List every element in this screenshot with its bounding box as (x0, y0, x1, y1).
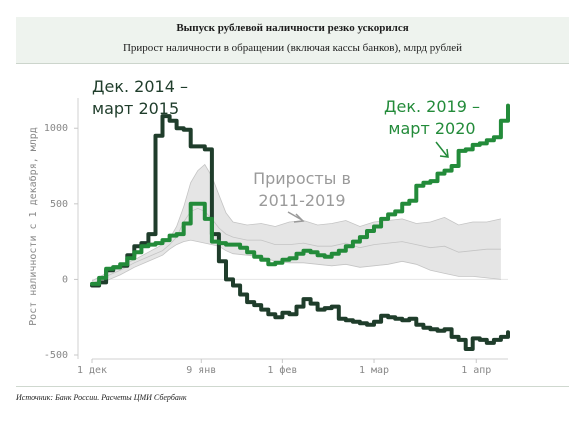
chart-header: Выпуск рублевой наличности резко ускорил… (16, 17, 569, 64)
series-line-2019-2020 (90, 103, 510, 286)
series-2019-arrow (435, 141, 448, 157)
annotation-range-line: 2011-2019 (258, 191, 345, 210)
x-tick-label: 1 апр (461, 365, 491, 376)
chart-title: Выпуск рублевой наличности резко ускорил… (176, 22, 409, 34)
x-tick-label: 9 янв (186, 365, 216, 376)
y-tick-label: 500 (50, 199, 68, 210)
footer-divider (16, 386, 569, 387)
annotation-range-line: Приросты в (253, 169, 351, 188)
range-band-line (91, 207, 501, 285)
x-tick-label: 1 дек (77, 365, 107, 376)
series-2019-arrow-head (439, 148, 449, 158)
annotation-2019-line: Дек. 2019 – (384, 97, 480, 116)
y-tick-label: -500 (44, 350, 68, 361)
range-band-2011-2019 (92, 164, 501, 286)
x-tick-label: 1 мар (359, 365, 389, 376)
annotation-2014-line: март 2015 (92, 99, 179, 118)
y-tick-label: 0 (62, 274, 68, 285)
y-axis-label: Рост наличности с 1 декабря, млрд (27, 127, 39, 326)
y-tick-label: 1000 (44, 123, 68, 134)
x-tick-label: 1 фев (267, 364, 297, 376)
source-note: Источник: Банк России. Расчеты ЦМИ Сберб… (16, 393, 187, 402)
chart-subtitle: Прирост наличности в обращении (включая … (122, 42, 463, 54)
range-arrow-head (293, 213, 305, 223)
series-line-2014-2015 (90, 114, 510, 351)
annotation-2014-line: Дек. 2014 – (92, 77, 188, 96)
annotation-2019-line: март 2020 (388, 119, 475, 138)
